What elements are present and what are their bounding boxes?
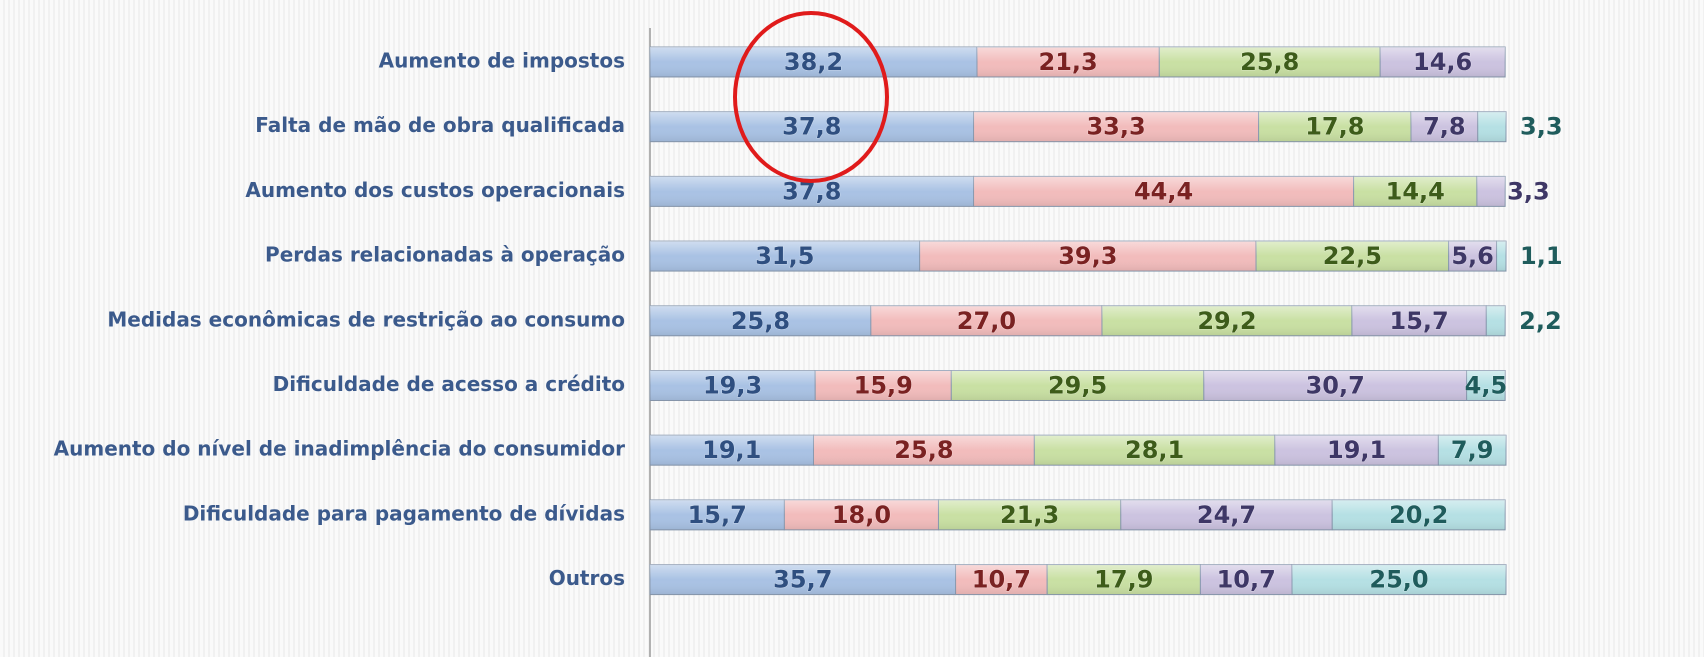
category-label: Outros bbox=[549, 566, 625, 590]
bar-gloss bbox=[1466, 370, 1506, 401]
bar-gloss bbox=[1477, 111, 1506, 142]
value-label: 3,3 bbox=[1507, 177, 1550, 205]
bar-gloss bbox=[1353, 176, 1477, 207]
bar-gloss bbox=[1047, 564, 1201, 595]
bar-gloss bbox=[650, 47, 977, 77]
value-label: 10,7 bbox=[972, 566, 1031, 594]
bars: 38,2 21,3 25,8 14,637,8 33,3 17,8 7,8 3,337,8 44… bbox=[649, 46, 1563, 596]
value-label: 35,7 bbox=[773, 566, 832, 594]
value-label: 21,3 bbox=[1000, 501, 1059, 529]
value-label: 37,8 bbox=[782, 113, 841, 141]
value-label: 15,7 bbox=[1390, 307, 1449, 335]
category-label: Dificuldade de acesso a crédito bbox=[273, 372, 625, 396]
value-label: 20,2 bbox=[1389, 501, 1448, 529]
bar-gloss bbox=[650, 499, 785, 530]
bar-gloss bbox=[650, 370, 816, 401]
bar-gloss bbox=[1258, 111, 1411, 142]
category-label: Aumento do nível de inadimplência do con… bbox=[54, 437, 625, 461]
value-label: 14,6 bbox=[1413, 48, 1472, 76]
category-label: Medidas econômicas de restrição ao consu… bbox=[107, 307, 625, 331]
value-label: 44,4 bbox=[1134, 177, 1193, 205]
highlight-circle bbox=[733, 11, 889, 183]
category-label: Falta de mão de obra qualificada bbox=[255, 113, 625, 137]
bar-gloss bbox=[1476, 176, 1506, 207]
bar-gloss bbox=[1256, 241, 1449, 272]
bar-gloss bbox=[1380, 47, 1506, 77]
value-label: 29,2 bbox=[1197, 307, 1256, 335]
bar-gloss bbox=[1203, 370, 1467, 401]
bar-gloss bbox=[813, 435, 1035, 466]
bar-gloss bbox=[650, 241, 920, 272]
category-label: Aumento de impostos bbox=[379, 49, 625, 73]
value-label: 33,3 bbox=[1086, 113, 1145, 141]
value-label: 31,5 bbox=[755, 242, 814, 270]
value-label: 25,8 bbox=[731, 307, 790, 335]
bar-gloss bbox=[1120, 499, 1333, 530]
bar-gloss bbox=[1438, 435, 1506, 466]
bar-gloss bbox=[650, 111, 974, 142]
value-label: 2,2 bbox=[1519, 307, 1562, 335]
bar-gloss bbox=[650, 305, 871, 336]
value-label: 24,7 bbox=[1197, 501, 1256, 529]
value-label: 3,3 bbox=[1520, 113, 1563, 141]
value-label: 4,5 bbox=[1465, 372, 1508, 400]
bar-gloss bbox=[784, 499, 939, 530]
bar-gloss bbox=[650, 435, 814, 466]
value-label: 14,4 bbox=[1386, 177, 1445, 205]
category-label: Aumento dos custos operacionais bbox=[245, 178, 625, 202]
value-label: 7,9 bbox=[1451, 436, 1494, 464]
value-label: 1,1 bbox=[1520, 242, 1563, 270]
bar-gloss bbox=[870, 305, 1102, 336]
value-label: 27,0 bbox=[957, 307, 1016, 335]
value-label: 29,5 bbox=[1048, 372, 1107, 400]
bar-gloss bbox=[951, 370, 1204, 401]
bar-gloss bbox=[973, 111, 1259, 142]
bar-gloss bbox=[973, 176, 1354, 207]
bar-gloss bbox=[1274, 435, 1439, 466]
value-label: 25,8 bbox=[894, 436, 953, 464]
value-label: 15,7 bbox=[688, 501, 747, 529]
value-label: 19,1 bbox=[702, 436, 761, 464]
value-label: 15,9 bbox=[854, 372, 913, 400]
value-label: 10,7 bbox=[1217, 566, 1276, 594]
bar-gloss bbox=[955, 564, 1048, 595]
bar-gloss bbox=[1351, 305, 1487, 336]
bar-gloss bbox=[976, 47, 1160, 77]
category-label: Perdas relacionadas à operação bbox=[265, 243, 625, 267]
value-label: 22,5 bbox=[1323, 242, 1382, 270]
value-label: 19,3 bbox=[703, 372, 762, 400]
value-label: 25,8 bbox=[1240, 48, 1299, 76]
value-label: 38,2 bbox=[784, 48, 843, 76]
bar-gloss bbox=[815, 370, 952, 401]
bar-gloss bbox=[1332, 499, 1506, 530]
bar-gloss bbox=[1034, 435, 1275, 466]
category-label: Dificuldade para pagamento de dívidas bbox=[183, 501, 625, 525]
value-label: 28,1 bbox=[1125, 436, 1184, 464]
bar-gloss bbox=[1486, 305, 1506, 336]
bar-gloss bbox=[919, 241, 1257, 272]
value-label: 25,0 bbox=[1369, 566, 1428, 594]
value-label: 18,0 bbox=[832, 501, 891, 529]
bar-gloss bbox=[1200, 564, 1292, 595]
value-label: 17,9 bbox=[1094, 566, 1153, 594]
bar-gloss bbox=[650, 564, 956, 595]
bar-gloss bbox=[1159, 47, 1381, 77]
bar-gloss bbox=[938, 499, 1121, 530]
value-label: 30,7 bbox=[1306, 372, 1365, 400]
value-label: 19,1 bbox=[1327, 436, 1386, 464]
bar-gloss bbox=[1448, 241, 1497, 272]
value-label: 21,3 bbox=[1039, 48, 1098, 76]
bar-gloss bbox=[1410, 111, 1478, 142]
bar-gloss bbox=[1496, 241, 1506, 272]
value-label: 17,8 bbox=[1305, 113, 1364, 141]
value-label: 7,8 bbox=[1423, 113, 1466, 141]
bar-gloss bbox=[1292, 564, 1506, 595]
value-label: 39,3 bbox=[1058, 242, 1117, 270]
value-label: 5,6 bbox=[1451, 242, 1494, 270]
bar-gloss bbox=[1101, 305, 1352, 336]
